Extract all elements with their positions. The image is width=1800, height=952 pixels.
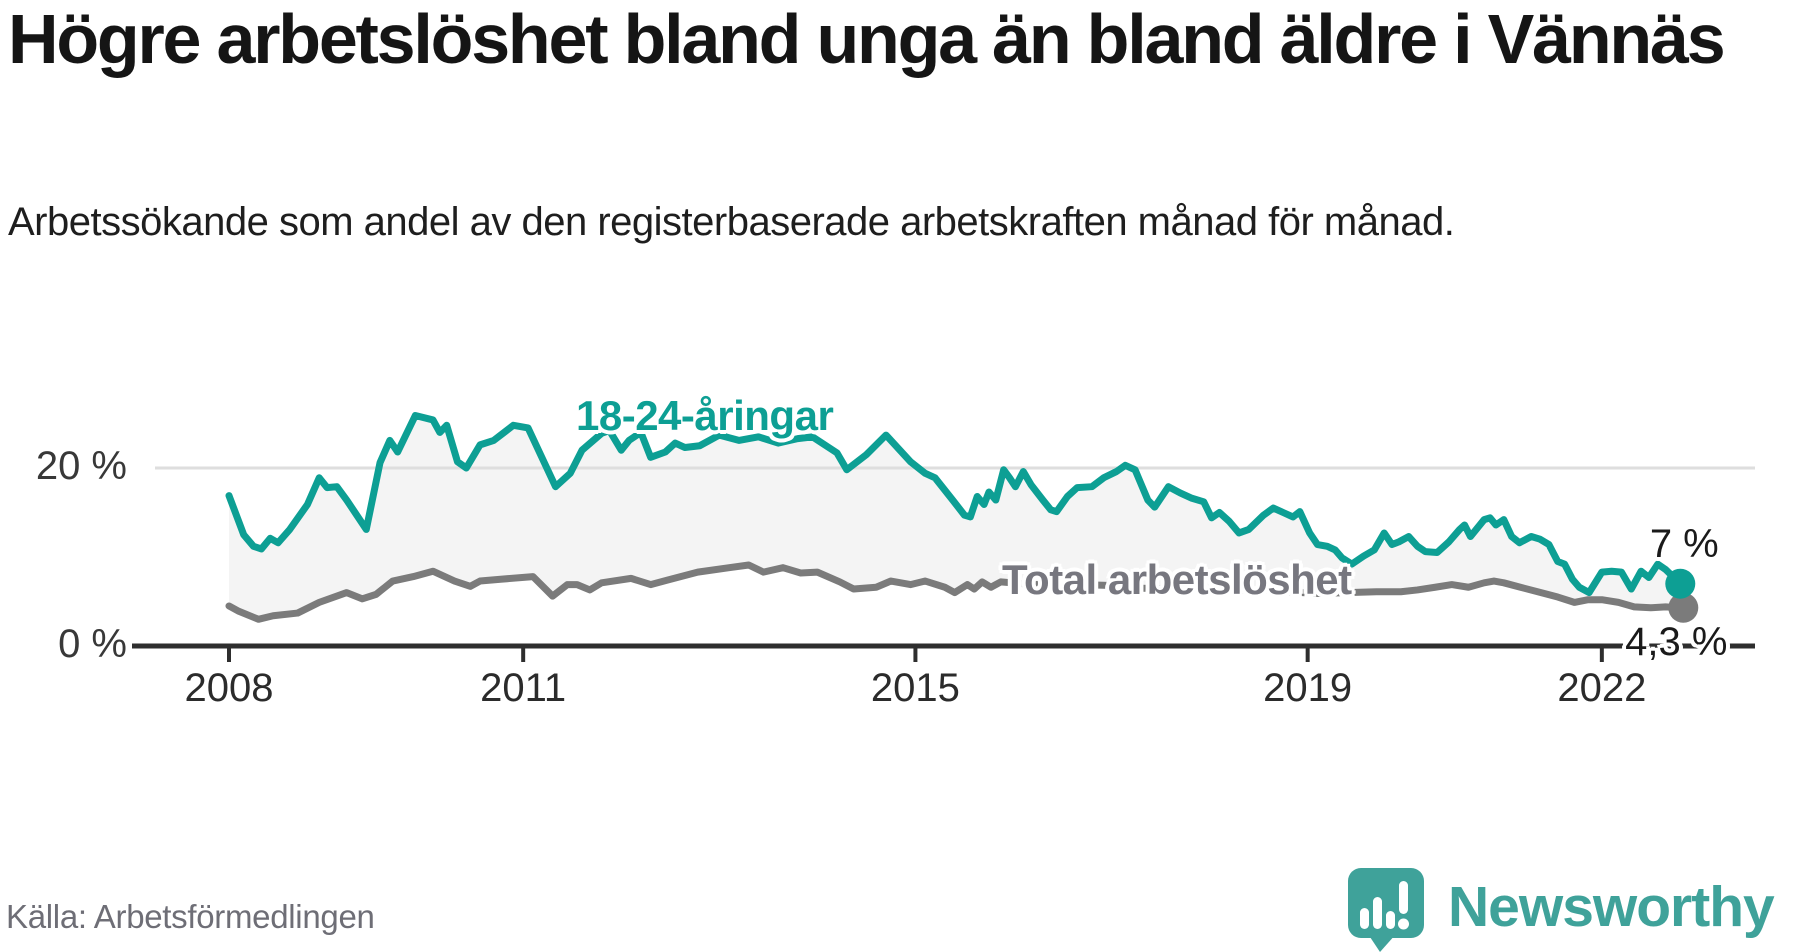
source-note: Källa: Arbetsförmedlingen — [6, 898, 375, 935]
x-tick-label-2015: 2015 — [870, 666, 960, 710]
total-line — [225, 561, 1684, 623]
x-tick-label-2011: 2011 — [480, 666, 567, 710]
end-value-annotation-youth: 7 % — [1649, 521, 1719, 566]
y-tick-label-20: 20 % — [35, 444, 127, 488]
youth-line — [225, 411, 1684, 597]
page-subtitle: Arbetssökande som andel av den registerb… — [8, 200, 1455, 244]
youth-end-dot — [1665, 568, 1696, 599]
between-lines-area — [229, 415, 1681, 620]
x-tick-label-2019: 2019 — [1263, 666, 1353, 710]
x-tick-label-2008: 2008 — [184, 666, 274, 710]
series-label-youth: 18-24-åringar — [576, 392, 834, 439]
newsworthy-logo-icon — [1348, 868, 1424, 952]
page-title: Högre arbetslöshet bland unga än bland ä… — [8, 0, 1726, 78]
total-end-dot — [1668, 592, 1699, 623]
y-tick-label-0: 0 % — [58, 622, 127, 666]
end-value-annotation-total: 4,3 % — [1625, 619, 1728, 664]
series-label-total: Total arbetslöshet — [1002, 556, 1352, 603]
brand-logo: Newsworthy — [1348, 868, 1775, 952]
x-tick-label-2022: 2022 — [1557, 666, 1647, 710]
brand-wordmark: Newsworthy — [1448, 875, 1775, 939]
